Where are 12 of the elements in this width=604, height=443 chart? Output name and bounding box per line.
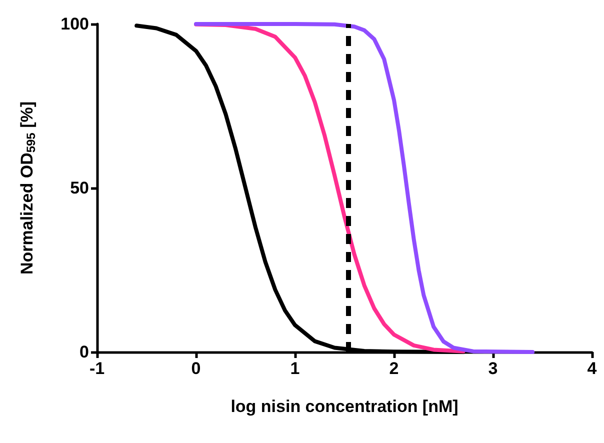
x-tick-label: 1: [290, 359, 300, 378]
line-series: [194, 22, 535, 354]
x-tick-label: 0: [191, 359, 201, 378]
x-axis-title: log nisin concentration [nM]: [230, 397, 458, 416]
x-tick-label: -1: [89, 359, 105, 378]
y-tick-label: 0: [80, 342, 89, 362]
x-tick-label: 2: [389, 359, 399, 378]
x-tick-label: 3: [488, 359, 498, 378]
y-tick-label: 100: [60, 14, 89, 34]
y-tick-label: 50: [70, 178, 89, 198]
x-tick-label: 4: [587, 359, 598, 378]
y-axis-title: Normalized OD595 [%]: [18, 101, 38, 275]
